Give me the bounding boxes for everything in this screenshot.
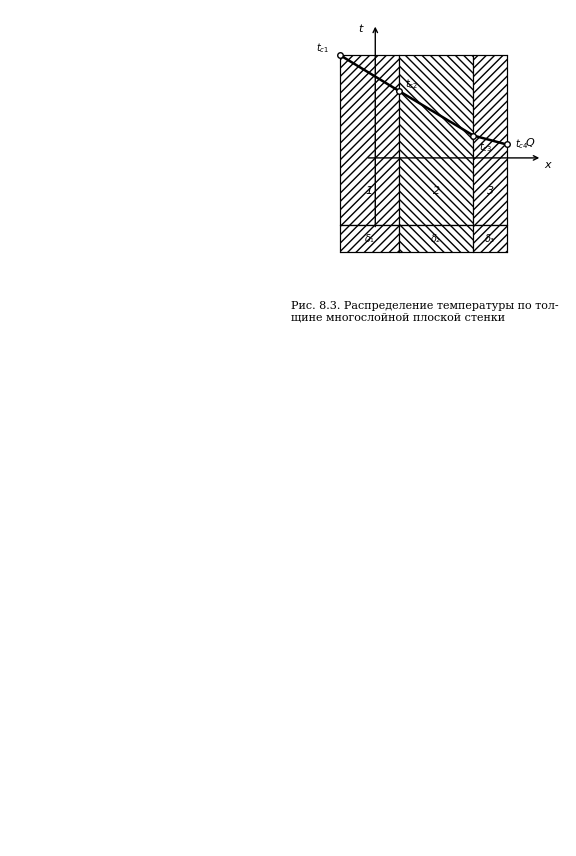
Bar <box>473 225 507 252</box>
Text: $t_{c1}$: $t_{c1}$ <box>316 41 329 56</box>
Text: 3: 3 <box>487 187 494 196</box>
Text: $δ₃$: $δ₃$ <box>484 232 496 244</box>
Bar <box>473 55 507 225</box>
Text: 1: 1 <box>366 187 373 196</box>
Bar <box>340 225 399 252</box>
Text: $x$: $x$ <box>544 159 552 169</box>
Text: $t_{c2}$: $t_{c2}$ <box>405 77 418 91</box>
Bar <box>399 225 473 252</box>
Text: $δ₁$: $δ₁$ <box>363 232 375 244</box>
Text: $δ₂$: $δ₂$ <box>430 232 442 244</box>
Text: $Q$: $Q$ <box>525 136 536 149</box>
Text: 2: 2 <box>433 187 439 196</box>
Text: $t_{c3}$: $t_{c3}$ <box>479 140 492 153</box>
Bar <box>340 55 399 225</box>
Bar <box>399 55 473 225</box>
Text: $t_{c4}$: $t_{c4}$ <box>514 138 528 152</box>
Text: Рис. 8.3. Распределение температуры по тол-
щине многослойной плоской стенки: Рис. 8.3. Распределение температуры по т… <box>291 301 559 323</box>
Text: $t$: $t$ <box>358 22 365 34</box>
